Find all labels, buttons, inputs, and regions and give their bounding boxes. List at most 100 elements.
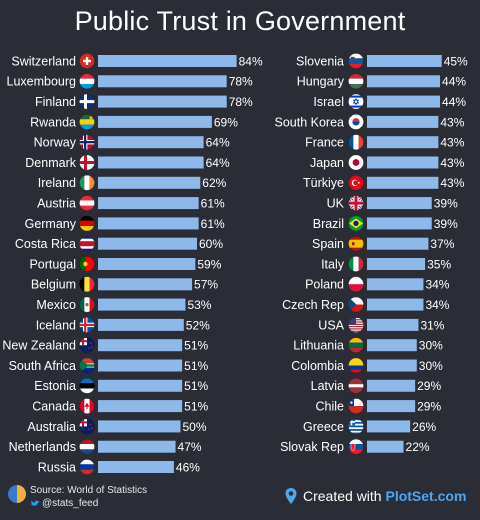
bar-spain (367, 237, 429, 250)
category-label-slovak-rep: Slovak Rep (280, 440, 344, 454)
value-label-poland: 34% (425, 278, 449, 292)
category-label-czech-rep: Czech Rep (282, 298, 344, 312)
category-label-italy: Italy (321, 257, 345, 271)
category-label-mexico: Mexico (36, 298, 76, 312)
bar-iceland (98, 318, 184, 331)
bar-south-korea (367, 115, 439, 128)
category-label-portugal: Portugal (29, 257, 76, 271)
value-label-belgium: 57% (194, 278, 218, 292)
handle-text: @stats_feed (42, 498, 99, 509)
value-label-new-zealand: 51% (184, 339, 208, 353)
bar-latvia (367, 379, 416, 392)
flag-south-africa-icon (79, 357, 95, 374)
value-label-slovak-rep: 22% (406, 440, 430, 454)
category-label-austria: Austria (37, 197, 76, 211)
bar-italy (367, 258, 426, 270)
category-label-israel: Israel (313, 95, 344, 109)
flag-switzerland-icon (79, 53, 95, 69)
value-label-italy: 35% (427, 257, 451, 271)
flag-poland-icon (348, 276, 364, 293)
value-label-slovenia: 45% (444, 54, 468, 68)
flag-france-icon (348, 134, 364, 150)
bar-hungary (367, 75, 441, 88)
bar-czech-rep (367, 298, 424, 311)
value-label-australia: 50% (183, 420, 207, 434)
category-label-ireland: Ireland (38, 176, 76, 190)
category-label-finland: Finland (35, 95, 76, 109)
flag-hungary-icon (348, 73, 364, 90)
category-label-norway: Norway (34, 136, 77, 150)
category-label-slovenia: Slovenia (296, 54, 344, 68)
bar-lithuania (367, 339, 417, 352)
flag-lithuania-icon (348, 337, 364, 354)
bar-denmark (98, 156, 204, 169)
category-label-canada: Canada (32, 400, 76, 414)
bar-turkiye (367, 176, 439, 189)
bar-austria (98, 197, 199, 210)
bar-luxembourg (98, 75, 227, 88)
flag-latvia-icon (348, 377, 364, 394)
value-label-germany: 61% (201, 217, 225, 231)
flag-czech-rep-icon (348, 296, 364, 313)
flag-turkiye-icon (348, 175, 364, 191)
category-label-estonia: Estonia (34, 379, 76, 393)
location-pin-icon (285, 488, 297, 504)
bar-switzerland (98, 55, 237, 67)
flag-uk-icon (348, 195, 364, 211)
category-label-turkiye: Türkiye (303, 176, 344, 190)
category-label-latvia: Latvia (311, 379, 344, 393)
flag-south-korea-icon (348, 114, 364, 130)
flag-mexico-icon (79, 296, 95, 313)
flag-ireland-icon (79, 175, 95, 191)
value-label-turkiye: 43% (440, 176, 464, 190)
value-label-czech-rep: 34% (425, 298, 449, 312)
bar-canada (98, 400, 183, 413)
bar-usa (367, 318, 419, 331)
value-label-portugal: 59% (197, 257, 221, 271)
value-label-japan: 43% (440, 156, 464, 170)
flag-colombia-icon (348, 357, 364, 374)
value-label-south-africa: 51% (184, 359, 208, 373)
category-label-denmark: Denmark (25, 156, 76, 170)
value-label-israel: 44% (442, 95, 466, 109)
category-label-rwanda: Rwanda (30, 115, 76, 129)
flag-australia-icon (79, 418, 95, 435)
category-label-poland: Poland (305, 278, 344, 292)
category-label-greece: Greece (303, 420, 344, 434)
flag-norway-icon (79, 134, 95, 150)
value-label-latvia: 29% (417, 379, 441, 393)
bar-new-zealand (98, 339, 183, 352)
value-label-france: 43% (440, 136, 464, 150)
value-label-luxembourg: 78% (229, 75, 253, 89)
value-label-iceland: 52% (186, 318, 210, 332)
category-label-colombia: Colombia (291, 359, 344, 373)
chart-title: Public Trust in Government (74, 6, 406, 36)
bar-japan (367, 156, 439, 169)
flag-italy-icon (348, 256, 364, 272)
bar-finland (98, 95, 227, 108)
category-label-new-zealand: New Zealand (2, 339, 76, 353)
bar-ireland (98, 176, 201, 189)
flag-iceland-icon (79, 317, 95, 333)
category-label-switzerland: Switzerland (11, 54, 76, 68)
value-label-chile: 29% (417, 400, 441, 414)
flag-russia-icon (79, 459, 95, 475)
flag-slovenia-icon (348, 53, 364, 69)
flag-luxembourg-icon (79, 73, 95, 90)
bar-rwanda (98, 115, 212, 128)
bar-brazil (367, 217, 432, 230)
flag-costa-rica-icon (79, 235, 95, 252)
category-label-belgium: Belgium (31, 278, 76, 292)
flag-estonia-icon (79, 377, 95, 394)
flag-finland-icon (79, 93, 95, 110)
value-label-brazil: 39% (434, 217, 458, 231)
bar-slovak-rep (367, 440, 404, 453)
flag-canada-icon (79, 398, 95, 414)
value-label-costa-rica: 60% (199, 237, 223, 251)
source-text: Source: World of Statistics (30, 485, 148, 496)
value-label-rwanda: 69% (214, 115, 238, 129)
value-label-denmark: 64% (206, 156, 230, 170)
category-label-brazil: Brazil (313, 217, 344, 231)
category-label-luxembourg: Luxembourg (7, 75, 77, 89)
bar-russia (98, 461, 174, 473)
